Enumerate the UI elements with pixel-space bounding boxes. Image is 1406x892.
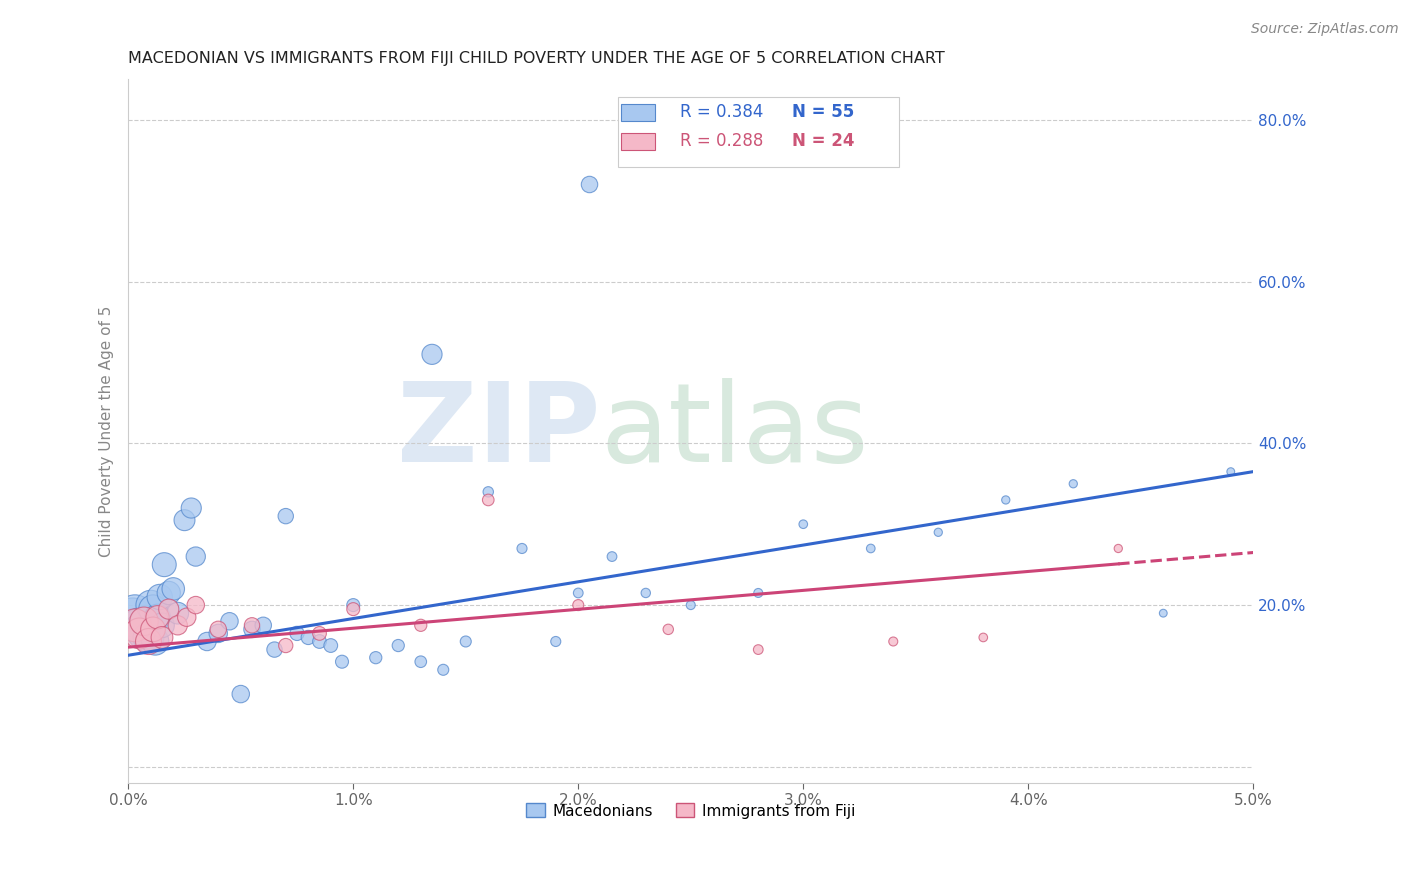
Point <box>274 509 297 524</box>
Point <box>121 610 143 624</box>
Point <box>157 602 180 616</box>
Point <box>157 586 180 600</box>
Point <box>1107 541 1129 556</box>
Point <box>240 618 263 632</box>
Point <box>657 623 679 637</box>
Point <box>285 626 308 640</box>
Point <box>420 347 443 361</box>
Point <box>387 639 409 653</box>
Point <box>477 492 499 507</box>
FancyBboxPatch shape <box>621 104 655 120</box>
Point <box>1062 476 1084 491</box>
Point <box>342 598 364 612</box>
Point <box>132 614 155 628</box>
Point <box>567 586 589 600</box>
Point <box>544 634 567 648</box>
Point <box>142 623 165 637</box>
Point <box>180 501 202 516</box>
Point <box>153 558 176 572</box>
Point <box>1152 606 1174 620</box>
Point <box>229 687 252 701</box>
Point <box>207 626 229 640</box>
Point <box>510 541 533 556</box>
Point <box>184 598 207 612</box>
Text: R = 0.288: R = 0.288 <box>679 132 763 150</box>
Point <box>263 642 285 657</box>
Point <box>859 541 882 556</box>
Text: atlas: atlas <box>600 377 869 484</box>
Point <box>138 634 160 648</box>
Point <box>308 626 330 640</box>
Text: MACEDONIAN VS IMMIGRANTS FROM FIJI CHILD POVERTY UNDER THE AGE OF 5 CORRELATION : MACEDONIAN VS IMMIGRANTS FROM FIJI CHILD… <box>128 51 945 66</box>
Text: ZIP: ZIP <box>398 377 600 484</box>
Point <box>972 631 994 645</box>
Text: N = 55: N = 55 <box>792 103 855 121</box>
Point <box>173 513 195 527</box>
Point <box>176 610 198 624</box>
Point <box>218 614 240 628</box>
Point <box>207 623 229 637</box>
Point <box>150 618 173 632</box>
Point <box>567 598 589 612</box>
Point <box>135 614 157 628</box>
Text: Source: ZipAtlas.com: Source: ZipAtlas.com <box>1251 22 1399 37</box>
Point <box>142 602 165 616</box>
Point <box>274 639 297 653</box>
Point <box>409 618 432 632</box>
Text: N = 24: N = 24 <box>792 132 855 150</box>
Point <box>747 586 769 600</box>
Point <box>477 484 499 499</box>
Point <box>578 178 600 192</box>
Point <box>131 623 153 637</box>
Point <box>432 663 454 677</box>
FancyBboxPatch shape <box>621 133 655 150</box>
Point <box>150 631 173 645</box>
Point <box>927 525 949 540</box>
Point <box>138 631 160 645</box>
Text: R = 0.384: R = 0.384 <box>679 103 763 121</box>
Point <box>330 655 353 669</box>
Point <box>195 634 218 648</box>
Point <box>124 606 146 620</box>
Point <box>132 626 155 640</box>
Point <box>792 517 814 532</box>
Point <box>166 606 188 620</box>
Point <box>149 590 172 604</box>
Legend: Macedonians, Immigrants from Fiji: Macedonians, Immigrants from Fiji <box>520 797 862 825</box>
Point <box>166 618 188 632</box>
Point <box>146 610 169 624</box>
Point <box>143 634 166 648</box>
Point <box>146 610 169 624</box>
Point <box>308 634 330 648</box>
Point <box>409 655 432 669</box>
FancyBboxPatch shape <box>617 97 898 168</box>
Point <box>139 598 162 612</box>
Point <box>128 618 150 632</box>
Point <box>600 549 623 564</box>
Point <box>454 634 477 648</box>
Point <box>342 602 364 616</box>
Point <box>1219 465 1241 479</box>
Y-axis label: Child Poverty Under the Age of 5: Child Poverty Under the Age of 5 <box>100 305 114 557</box>
Point <box>128 626 150 640</box>
Point <box>252 618 274 632</box>
Point <box>679 598 702 612</box>
Point <box>184 549 207 564</box>
Point <box>882 634 904 648</box>
Point <box>634 586 657 600</box>
Point <box>319 639 342 653</box>
Point <box>364 650 387 665</box>
Point <box>747 642 769 657</box>
Point <box>297 631 319 645</box>
Point <box>162 582 184 596</box>
Point <box>124 618 146 632</box>
Point <box>994 492 1017 507</box>
Point <box>240 623 263 637</box>
